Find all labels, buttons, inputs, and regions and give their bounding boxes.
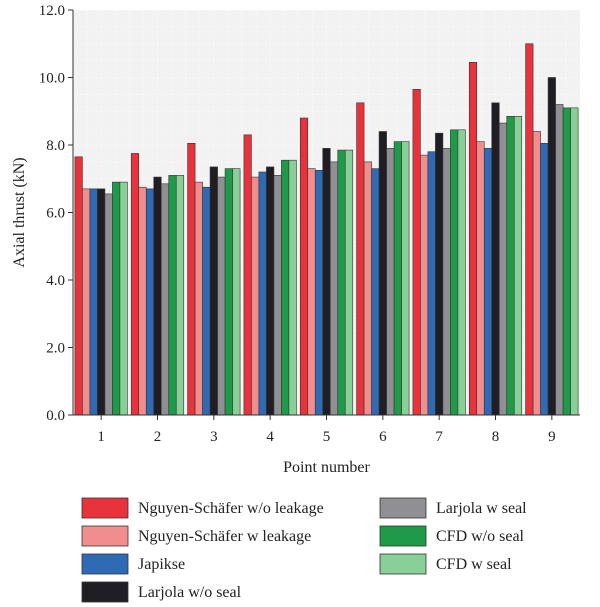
bar bbox=[329, 161, 339, 416]
bar bbox=[540, 143, 549, 416]
x-tick-label: 6 bbox=[379, 429, 387, 445]
bar bbox=[450, 129, 459, 416]
y-tick-label: 2.0 bbox=[46, 341, 65, 357]
y-tick-label: 8.0 bbox=[46, 138, 65, 154]
bar bbox=[476, 141, 485, 416]
bar bbox=[281, 159, 290, 416]
bar bbox=[322, 148, 331, 416]
legend-swatch bbox=[81, 497, 129, 519]
legend-swatch bbox=[379, 553, 427, 575]
bar bbox=[82, 188, 91, 416]
y-tick-label: 0.0 bbox=[46, 408, 65, 424]
x-tick-label: 3 bbox=[210, 429, 218, 445]
bar bbox=[468, 62, 478, 416]
x-tick-label: 9 bbox=[548, 429, 556, 445]
legend-swatch bbox=[379, 525, 427, 547]
bar bbox=[483, 148, 493, 416]
bar bbox=[187, 143, 196, 416]
legend-label: CFD w seal bbox=[436, 556, 512, 573]
legend-swatch bbox=[81, 553, 129, 575]
legend-label: Nguyen-Schäfer w leakage bbox=[138, 528, 311, 545]
bar bbox=[356, 102, 365, 416]
bar bbox=[513, 116, 523, 416]
x-tick-label: 4 bbox=[266, 429, 274, 445]
bar bbox=[153, 176, 162, 416]
y-tick-label: 4.0 bbox=[46, 273, 65, 289]
bar bbox=[371, 168, 380, 416]
bar bbox=[145, 188, 155, 416]
legend: Nguyen-Schäfer w/o leakage Nguyen-Schäfer… bbox=[81, 497, 527, 603]
bar bbox=[266, 166, 275, 416]
y-tick-label: 6.0 bbox=[46, 206, 65, 222]
x-axis-title: Point number bbox=[283, 459, 370, 476]
legend-label: Larjola w/o seal bbox=[138, 584, 242, 601]
bar bbox=[202, 186, 211, 416]
bar bbox=[386, 148, 395, 416]
legend-label: Larjola w seal bbox=[436, 500, 527, 517]
bar bbox=[130, 153, 140, 416]
bar bbox=[138, 186, 147, 416]
bar bbox=[224, 168, 233, 416]
x-tick-label: 1 bbox=[97, 429, 105, 445]
bar bbox=[412, 89, 421, 416]
legend-label: Nguyen-Schäfer w/o leakage bbox=[138, 500, 324, 517]
bar bbox=[363, 161, 372, 416]
bar bbox=[194, 181, 203, 416]
y-tick-label: 10.0 bbox=[39, 71, 65, 87]
axes: 0.0 2.0 4.0 6.0 8.0 10.0 12.0 1 2 3 4 5 6 7 8 9 bbox=[39, 3, 580, 445]
bar bbox=[273, 175, 282, 416]
bar bbox=[498, 122, 508, 416]
bar bbox=[506, 116, 515, 416]
bar bbox=[160, 183, 170, 416]
bar bbox=[168, 175, 177, 416]
bar bbox=[104, 193, 113, 416]
bar bbox=[427, 151, 436, 416]
bar bbox=[175, 175, 185, 416]
bar bbox=[337, 149, 346, 416]
legend-label: Japikse bbox=[138, 556, 185, 573]
x-tick-label: 8 bbox=[492, 429, 500, 445]
bar bbox=[457, 129, 466, 416]
bar bbox=[232, 168, 241, 416]
bar bbox=[119, 181, 128, 416]
bar bbox=[393, 141, 402, 416]
bar bbox=[378, 131, 387, 416]
bar bbox=[562, 107, 571, 416]
bar bbox=[532, 131, 541, 416]
legend-swatch bbox=[379, 497, 427, 519]
bar bbox=[209, 166, 218, 416]
bar bbox=[97, 188, 106, 416]
bar bbox=[288, 159, 297, 416]
bar bbox=[491, 102, 500, 416]
x-tick-label: 5 bbox=[323, 429, 331, 445]
bar bbox=[555, 104, 564, 416]
bar bbox=[435, 132, 444, 416]
bar bbox=[314, 170, 324, 416]
y-axis-title: Axial thrust (kN) bbox=[11, 157, 28, 267]
bar bbox=[89, 188, 98, 416]
bar bbox=[420, 154, 429, 416]
legend-swatch bbox=[81, 581, 129, 603]
x-tick-label: 2 bbox=[154, 429, 162, 445]
y-tick-label: 12.0 bbox=[39, 3, 65, 19]
x-tick-label: 7 bbox=[435, 429, 443, 445]
bar bbox=[251, 176, 260, 416]
bar bbox=[525, 43, 534, 416]
legend-swatch bbox=[81, 525, 129, 547]
bar bbox=[243, 134, 252, 416]
bar bbox=[112, 181, 121, 416]
bar bbox=[344, 149, 354, 416]
bar bbox=[217, 176, 226, 416]
bar bbox=[442, 148, 451, 416]
bar bbox=[547, 77, 556, 416]
bar bbox=[401, 141, 410, 416]
bar bbox=[258, 171, 267, 416]
legend-label: CFD w/o seal bbox=[436, 528, 525, 545]
bar bbox=[74, 156, 83, 416]
bar bbox=[307, 168, 316, 416]
bar bbox=[570, 107, 579, 416]
bar bbox=[299, 117, 309, 416]
